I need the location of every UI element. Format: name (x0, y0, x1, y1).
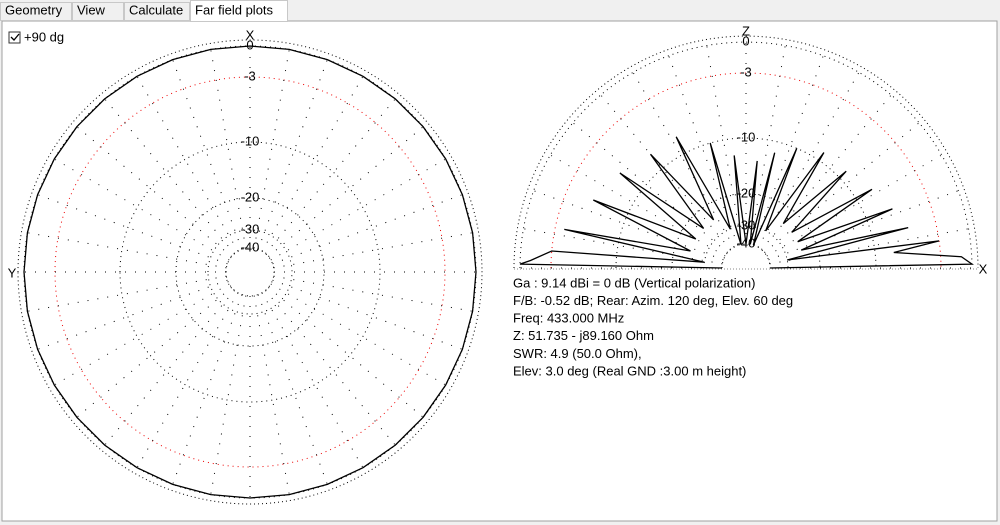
pattern-curve (23, 45, 477, 499)
axis-label-top: X (246, 27, 255, 42)
outer-ring (17, 39, 483, 505)
panel (1, 20, 998, 522)
radial-grid (270, 158, 446, 261)
ring-label: -30 (737, 217, 756, 232)
radial-grid (104, 98, 235, 254)
axis-label-side: X (979, 261, 988, 276)
ring-label: 0 (742, 33, 749, 48)
info-line: Z: 51.735 - j89.160 Ohm (513, 328, 654, 343)
ring-label: -3 (244, 68, 256, 83)
radial-grid (268, 126, 424, 257)
tab-label[interactable]: View (77, 2, 106, 17)
check-mark (10, 33, 20, 41)
checkbox-label[interactable]: +90 dg (24, 29, 64, 44)
radial-grid (76, 287, 232, 418)
radial-grid (764, 122, 920, 253)
radial-grid (37, 279, 228, 350)
grid-ring (721, 243, 771, 269)
ring-label: -10 (241, 133, 260, 148)
radial-grid (54, 158, 230, 261)
tab-label[interactable]: Geometry (5, 2, 63, 17)
radial-grid (270, 283, 446, 386)
radial-grid (550, 154, 726, 257)
pattern-curve (519, 136, 975, 269)
radial-grid (54, 283, 230, 386)
radial-grid (136, 292, 239, 468)
info-line: Freq: 433.000 MHz (513, 311, 624, 326)
radial-grid (766, 154, 942, 257)
grid-ring (703, 225, 789, 269)
ring-label: -20 (241, 189, 260, 204)
radial-grid (600, 94, 731, 250)
radial-grid (76, 126, 232, 257)
radial-grid (104, 290, 235, 446)
radial-grid (769, 228, 969, 265)
radial-grid (265, 290, 396, 446)
ring-label: 0 (246, 37, 253, 52)
radial-grid (268, 287, 424, 418)
radial-grid (668, 55, 739, 246)
tab-label[interactable]: Calculate (129, 2, 183, 17)
radial-grid (749, 45, 786, 245)
radial-grid (37, 194, 228, 265)
tab[interactable] (190, 0, 288, 22)
info-line: Elev: 3.0 deg (Real GND :3.00 m height) (513, 363, 746, 378)
radial-grid (210, 295, 247, 495)
radial-grid (761, 94, 892, 250)
radial-grid (706, 45, 743, 245)
checkbox[interactable] (8, 31, 21, 44)
radial-grid (261, 76, 364, 252)
ring-label: -10 (737, 129, 756, 144)
ring-label: -3 (740, 64, 752, 79)
radial-grid (172, 59, 243, 250)
axis-label-side: Y (8, 265, 17, 280)
axis-label-top: Z (742, 23, 750, 38)
radial-grid (210, 49, 247, 249)
ring-label: -30 (241, 221, 260, 236)
tab-bar: Geometry View Calculate Far field plots (0, 0, 288, 22)
info-line: F/B: -0.52 dB; Rear: Azim. 120 deg, Elev… (513, 293, 793, 308)
radial-grid (136, 76, 239, 252)
radial-grid (253, 49, 290, 249)
outer-ring (513, 35, 979, 269)
radial-grid (572, 122, 728, 253)
grid-ring (54, 76, 446, 468)
radial-grid (632, 72, 735, 248)
tab[interactable] (124, 2, 190, 21)
ring-label: -40 (241, 239, 260, 254)
info-line: Ga : 9.14 dBi = 0 dB (Vertical polarizat… (513, 275, 755, 290)
radial-grid (265, 98, 396, 254)
radial-grid (273, 275, 473, 312)
radial-grid (261, 292, 364, 468)
tab[interactable] (72, 2, 124, 21)
info-line: SWR: 4.9 (50.0 Ohm), (513, 346, 642, 361)
tab[interactable] (0, 2, 72, 21)
tab-label[interactable]: Far field plots (195, 2, 274, 17)
radial-grid (757, 72, 860, 248)
radial-grid (523, 228, 723, 265)
radial-grid (253, 295, 290, 495)
azimuth-plot: 0 -3 -10 -20 -30 -40 X Y (8, 27, 483, 505)
ring-label: -20 (737, 185, 756, 200)
radial-grid (753, 55, 824, 246)
radial-grid (257, 59, 328, 250)
radial-grid (27, 232, 227, 269)
radial-grid (27, 275, 227, 312)
